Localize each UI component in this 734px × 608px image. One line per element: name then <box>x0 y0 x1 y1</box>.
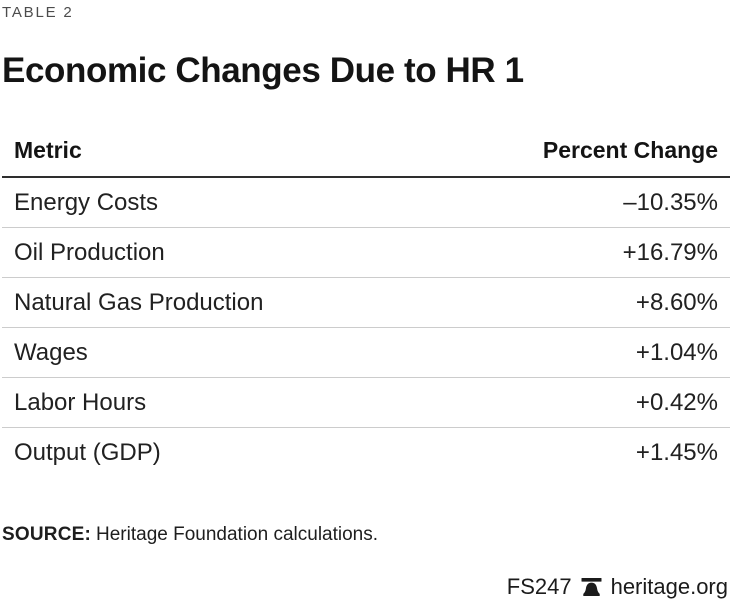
metric-cell: Natural Gas Production <box>2 277 424 328</box>
table-number-label: TABLE 2 <box>2 4 74 21</box>
page-title: Economic Changes Due to HR 1 <box>2 51 524 90</box>
table-header-row: Metric Percent Change <box>2 137 730 178</box>
table-row: Output (GDP) +1.45% <box>2 428 730 478</box>
table-row: Labor Hours +0.42% <box>2 377 730 428</box>
table-row: Natural Gas Production +8.60% <box>2 277 730 328</box>
value-cell: +1.45% <box>635 439 718 466</box>
value-cell: +16.79% <box>423 227 730 278</box>
table-row: Oil Production +16.79% <box>2 227 730 278</box>
footer: FS247 heritage.org <box>507 574 728 600</box>
economic-changes-table: Metric Percent Change Energy Costs –10.3… <box>2 137 730 477</box>
metric-cell: Labor Hours <box>2 377 424 428</box>
document-id: FS247 <box>506 574 572 599</box>
column-header-percent-change: Percent Change <box>423 137 730 178</box>
value-cell: +8.60% <box>423 277 730 328</box>
table-row: Wages +1.04% <box>2 327 730 378</box>
source-label: SOURCE: <box>2 524 92 545</box>
column-header-metric: Metric <box>2 137 424 178</box>
value-cell: +0.42% <box>423 377 730 428</box>
liberty-bell-icon <box>581 578 602 596</box>
metric-cell: Wages <box>2 327 424 378</box>
metric-cell: Output (GDP) <box>14 439 161 466</box>
table-row: Energy Costs –10.35% <box>2 177 730 228</box>
metric-cell: Oil Production <box>2 227 424 278</box>
metric-cell: Energy Costs <box>2 177 424 228</box>
value-cell: +1.04% <box>423 327 730 378</box>
source-note: SOURCE: Heritage Foundation calculations. <box>2 523 730 546</box>
website-text: heritage.org <box>610 574 728 599</box>
value-cell: –10.35% <box>423 177 730 228</box>
source-text: Heritage Foundation calculations. <box>96 524 379 545</box>
